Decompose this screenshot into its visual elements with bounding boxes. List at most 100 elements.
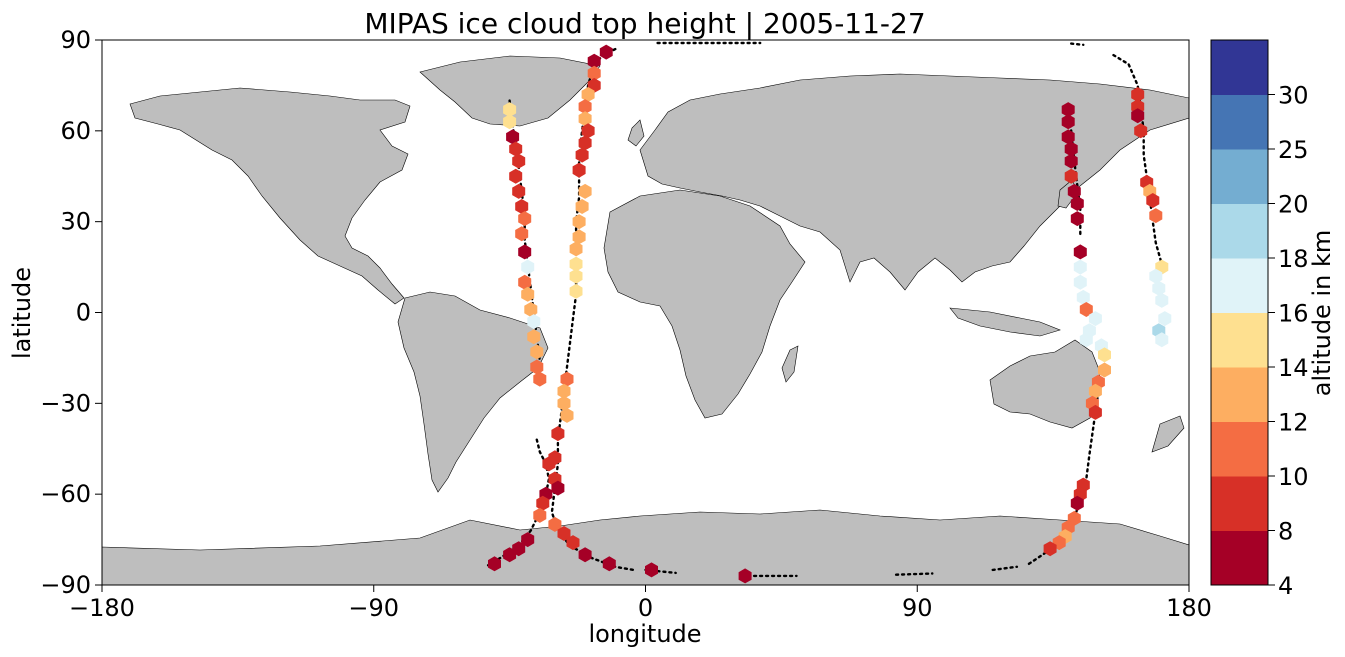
cloud-point <box>1155 292 1169 308</box>
cloud-point <box>557 395 571 411</box>
cloud-point <box>521 286 535 302</box>
colorbar: 4 8 10 12 14 16 18 20 25 30 <box>1210 39 1309 600</box>
cloud-point <box>578 183 592 199</box>
cloud-point <box>575 199 589 214</box>
cloud-point <box>506 129 520 145</box>
cloud-point <box>1134 123 1148 139</box>
cloud-point <box>1149 208 1163 224</box>
colorbar-tick-label: 18 <box>1278 245 1309 273</box>
cloud-point <box>1067 183 1081 199</box>
cloud-point <box>530 359 544 375</box>
colorbar-segment <box>1211 258 1268 313</box>
orbit-track-9 <box>1069 42 1085 46</box>
colorbar-segment <box>1211 476 1268 531</box>
cloud-point <box>536 495 550 511</box>
cloud-point <box>587 53 601 69</box>
cloud-point <box>569 283 583 299</box>
cloud-point <box>1064 141 1078 157</box>
greenland <box>419 55 601 127</box>
x-tick-label: 90 <box>902 594 933 622</box>
colorbar-tick-label: 8 <box>1278 518 1293 546</box>
orbit-track-5 <box>894 572 934 576</box>
cloud-point <box>578 547 592 563</box>
cloud-point <box>512 153 526 169</box>
cloud-point <box>1073 244 1087 260</box>
cloud-point <box>557 383 571 399</box>
cloud-point <box>560 407 574 423</box>
map-plot-area <box>101 39 1190 586</box>
colorbar-tick-label: 30 <box>1278 82 1309 110</box>
cloud-point <box>1131 87 1145 102</box>
cloud-point <box>578 111 592 127</box>
cloud-point <box>578 99 592 115</box>
north-america <box>129 87 411 305</box>
y-tick-label: 0 <box>76 299 91 327</box>
cloud-point <box>575 147 589 163</box>
cloud-point <box>533 371 547 387</box>
cloud-point <box>515 226 529 242</box>
cloud-point <box>1079 332 1093 348</box>
colorbar-segment <box>1211 149 1268 204</box>
cloud-point <box>1073 259 1087 275</box>
cloud-point <box>512 183 526 199</box>
x-tick-label: −90 <box>348 594 399 622</box>
cloud-point <box>1149 268 1163 284</box>
cloud-point <box>503 547 517 563</box>
cloud-point <box>509 168 523 184</box>
colorbar-tick-label: 25 <box>1278 136 1309 164</box>
madagascar <box>781 345 799 383</box>
colorbar-segment <box>1211 94 1268 150</box>
cloud-point <box>645 562 658 578</box>
cloud-point <box>738 568 752 584</box>
y-axis-label: latitude <box>8 267 36 359</box>
cloud-point <box>572 229 586 245</box>
cloud-point <box>569 268 583 284</box>
cloud-point <box>1061 102 1075 118</box>
cloud-point <box>1088 404 1102 420</box>
x-tick-label: 180 <box>1166 594 1212 622</box>
indonesia <box>949 307 1061 337</box>
colorbar-tick-label: 16 <box>1278 300 1309 328</box>
cloud-point <box>527 314 541 330</box>
cloud-point <box>503 102 517 118</box>
cloud-point <box>599 44 613 60</box>
eurasia <box>639 73 1189 291</box>
cloud-point <box>488 556 501 572</box>
cloud-point <box>518 274 532 290</box>
colorbar-segment <box>1211 530 1268 586</box>
colorbar-segment <box>1211 367 1268 422</box>
cloud-point <box>1098 347 1111 363</box>
cloud-point <box>1155 332 1169 348</box>
colorbar-tick-label: 20 <box>1278 191 1309 219</box>
cloud-point <box>1098 362 1111 378</box>
colorbar-segment <box>1211 312 1268 368</box>
cloud-point <box>542 456 556 472</box>
cloud-point <box>602 556 616 572</box>
cloud-point <box>551 426 565 442</box>
cloud-point <box>1152 280 1166 296</box>
cloud-point <box>569 241 583 257</box>
cloud-point <box>560 371 574 387</box>
cloud-point-layer <box>488 44 1172 584</box>
cloud-point <box>530 344 544 360</box>
orbit-track-0 <box>508 99 544 387</box>
africa <box>603 189 806 419</box>
colorbar-label: altitude in km <box>1308 230 1336 397</box>
cloud-point <box>581 123 595 139</box>
y-tick-label: 60 <box>60 117 91 145</box>
colorbar-tick-label: 12 <box>1278 409 1309 437</box>
cloud-point <box>1079 302 1093 317</box>
y-tick-label: 90 <box>60 26 91 54</box>
land-masses <box>102 55 1189 585</box>
cloud-point <box>1043 541 1057 557</box>
uk <box>627 119 645 147</box>
cloud-point <box>1070 196 1084 211</box>
cloud-point <box>1076 289 1090 305</box>
colorbar-tick-label: 4 <box>1278 572 1293 600</box>
cloud-point <box>521 259 535 275</box>
south-america <box>397 291 549 493</box>
cloud-point <box>518 211 532 227</box>
cloud-point <box>527 329 541 345</box>
x-axis-label: longitude <box>588 620 701 648</box>
